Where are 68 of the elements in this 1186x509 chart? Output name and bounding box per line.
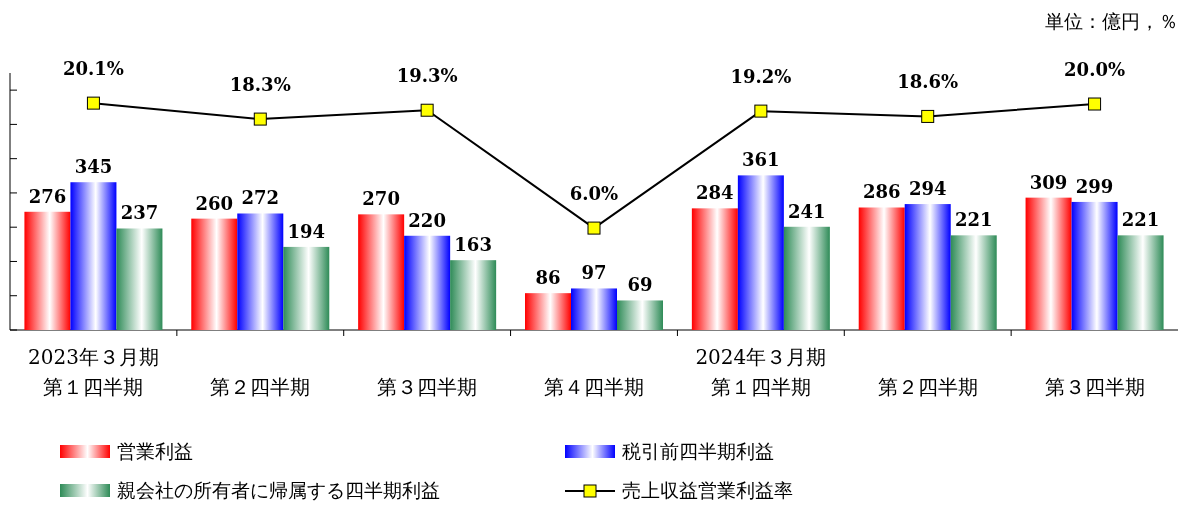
- data-label: 284: [696, 182, 734, 204]
- data-label: 221: [954, 209, 993, 231]
- data-label: 270: [362, 188, 400, 210]
- bar: [1025, 197, 1072, 330]
- data-label: 220: [408, 209, 446, 231]
- bar: [904, 204, 951, 330]
- bar: [116, 228, 163, 330]
- data-label: 237: [120, 202, 159, 224]
- bar: [525, 293, 571, 330]
- point: [754, 104, 768, 118]
- point: [86, 96, 100, 110]
- legend-label: 親会社の所有者に帰属する四半期利益: [117, 479, 440, 501]
- data-label: 221: [1121, 209, 1160, 231]
- bar: [950, 235, 997, 330]
- text: 単位：億円，％: [1045, 10, 1178, 32]
- bar: [358, 214, 405, 330]
- point: [1088, 97, 1102, 111]
- data-label: 361: [742, 149, 780, 171]
- data-label: 299: [1075, 175, 1114, 197]
- point: [420, 103, 434, 117]
- data-label: 286: [862, 181, 901, 203]
- x-tick-label: 2024年３月期第１四半期: [694, 344, 827, 401]
- data-label: 18.3%: [229, 74, 291, 96]
- data-label: 86: [535, 267, 561, 289]
- data-label: 97: [581, 262, 607, 284]
- data-label: 260: [195, 192, 234, 214]
- bar: [858, 207, 905, 330]
- bar: [283, 246, 330, 330]
- point: [921, 109, 935, 123]
- data-label: 194: [287, 220, 326, 242]
- data-label: 309: [1029, 171, 1068, 193]
- data-label: 69: [627, 274, 653, 296]
- bar: [191, 218, 238, 330]
- bar: [783, 226, 830, 330]
- data-label: 19.2%: [730, 66, 792, 88]
- bar: [237, 213, 284, 330]
- bar: [450, 260, 497, 330]
- legend-label: 税引前四半期利益: [622, 440, 774, 462]
- x-tick-label: 第２四半期: [877, 374, 978, 401]
- x-tick-label: 2023年３月期第１四半期: [27, 344, 160, 401]
- data-label: 345: [74, 156, 113, 178]
- bar: [1071, 201, 1118, 330]
- point: [587, 221, 601, 235]
- bar: [691, 208, 738, 330]
- bar: [70, 182, 117, 330]
- data-label: 19.3%: [396, 65, 458, 87]
- data-label: 276: [28, 185, 67, 207]
- bar: [1117, 235, 1164, 330]
- data-label: 20.0%: [1064, 59, 1126, 81]
- data-label: 18.6%: [897, 71, 959, 93]
- bar: [737, 175, 784, 330]
- x-tick-label: 第３四半期: [1044, 374, 1145, 401]
- data-label: 6.0%: [569, 183, 619, 205]
- data-label: 163: [454, 234, 492, 256]
- x-tick-label: 第３四半期: [377, 374, 478, 401]
- legend-label: 営業利益: [117, 440, 193, 462]
- data-label: 294: [908, 178, 947, 200]
- bar: [571, 288, 617, 330]
- bar: [617, 300, 663, 330]
- data-label: 272: [241, 187, 280, 209]
- x-tick-label: 第４四半期: [544, 374, 644, 401]
- data-label: 20.1%: [62, 58, 124, 80]
- x-tick-label: 第２四半期: [210, 374, 311, 401]
- bar: [404, 235, 451, 330]
- legend-label: 売上収益営業利益率: [622, 479, 793, 501]
- point: [253, 112, 267, 126]
- bar: [24, 211, 71, 330]
- data-label: 241: [788, 200, 826, 222]
